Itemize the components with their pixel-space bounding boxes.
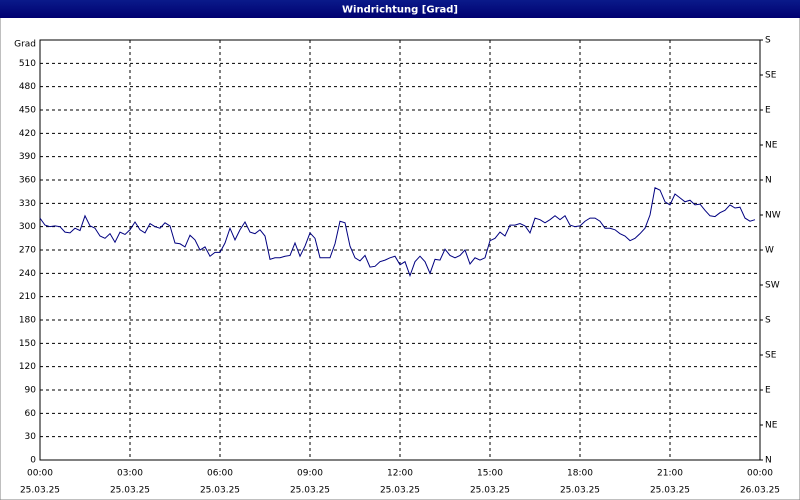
y-tick-label: 270 (19, 246, 36, 256)
y-tick-label: 150 (19, 339, 36, 349)
x-tick-date: 25.03.25 (110, 486, 150, 496)
y2-tick-label: W (765, 246, 774, 256)
y-tick-label: 480 (19, 82, 36, 92)
x-tick-label: 06:00 (207, 469, 233, 479)
y-tick-label: 510 (19, 59, 36, 69)
y-tick-label: 360 (19, 176, 36, 186)
y2-tick-label: S (765, 36, 771, 46)
y-tick-label: 180 (19, 316, 36, 326)
title-bar (0, 0, 800, 18)
y2-tick-label: E (765, 386, 771, 396)
y-tick-label: 420 (19, 129, 36, 139)
y-tick-label: 210 (19, 292, 36, 302)
y-tick-label: 30 (25, 432, 37, 442)
x-tick-date: 25.03.25 (20, 486, 60, 496)
x-tick-label: 00:00 (27, 469, 53, 479)
y2-tick-label: N (765, 176, 772, 186)
x-tick-label: 12:00 (387, 469, 413, 479)
x-tick-date: 25.03.25 (560, 486, 600, 496)
x-tick-label: 15:00 (477, 469, 503, 479)
y-tick-label: 300 (19, 222, 36, 232)
y-tick-label: 330 (19, 199, 36, 209)
x-tick-date: 25.03.25 (200, 486, 240, 496)
x-tick-label: 18:00 (567, 469, 593, 479)
y2-tick-label: SE (765, 351, 777, 361)
y-tick-label: 90 (25, 386, 37, 396)
x-tick-label: 00:00 (747, 469, 773, 479)
y-tick-label: 450 (19, 106, 36, 116)
y2-tick-label: E (765, 106, 771, 116)
x-tick-label: 21:00 (657, 469, 683, 479)
y2-tick-label: NE (765, 141, 778, 151)
y2-tick-label: SW (765, 281, 780, 291)
x-tick-date: 25.03.25 (650, 486, 690, 496)
y-axis-label: Grad (14, 40, 36, 50)
x-tick-label: 09:00 (297, 469, 323, 479)
y-tick-label: 0 (30, 456, 36, 466)
x-tick-label: 03:00 (117, 469, 143, 479)
y2-tick-label: SE (765, 71, 777, 81)
y-tick-label: 120 (19, 362, 36, 372)
x-tick-date: 26.03.25 (740, 486, 780, 496)
y2-tick-label: S (765, 316, 771, 326)
y-tick-label: 390 (19, 152, 36, 162)
x-tick-date: 25.03.25 (380, 486, 420, 496)
x-tick-date: 25.03.25 (290, 486, 330, 496)
y2-tick-label: NW (765, 211, 781, 221)
chart-title: Windrichtung [Grad] (342, 5, 458, 16)
y2-tick-label: N (765, 456, 772, 466)
y-tick-label: 240 (19, 269, 36, 279)
y2-tick-label: NE (765, 421, 778, 431)
y-tick-label: 60 (25, 409, 37, 419)
x-tick-date: 25.03.25 (470, 486, 510, 496)
wind-direction-line (39, 187, 756, 278)
